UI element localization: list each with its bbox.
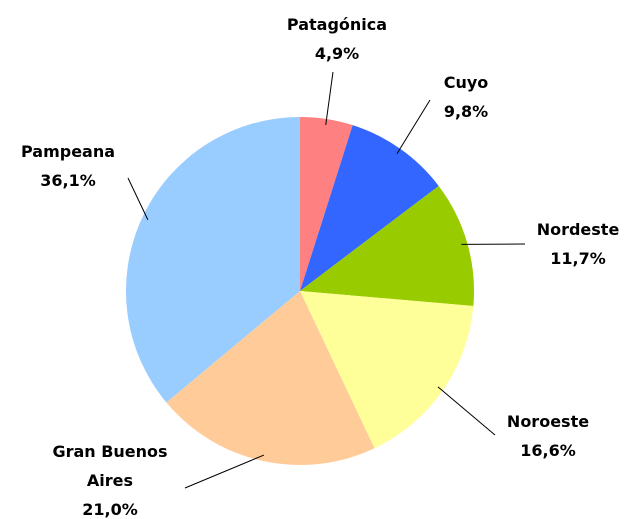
slice-name: Pampeana xyxy=(20,142,116,161)
leader-line xyxy=(184,454,265,489)
pie-slice xyxy=(300,291,474,449)
pie-slice xyxy=(126,117,300,403)
slice-name: Cuyo xyxy=(443,73,489,92)
slice-label: Nordeste 11,7% xyxy=(508,215,629,273)
slice-value: 16,6% xyxy=(520,441,576,460)
slice-value: 9,8% xyxy=(443,102,489,121)
slice-value: 21,0% xyxy=(82,500,138,519)
leader-line xyxy=(437,386,496,436)
slice-label: Noroeste 16,6% xyxy=(478,407,618,465)
slice-value: 11,7% xyxy=(550,249,606,268)
slice-value: 4,9% xyxy=(314,44,360,63)
pie-slice xyxy=(166,291,375,465)
slice-label: Cuyo 9,8% xyxy=(396,68,536,126)
slice-label: Patagónica 4,9% xyxy=(267,10,407,68)
slice-label: Pampeana 36,1% xyxy=(0,137,138,195)
leader-line xyxy=(127,177,149,220)
leader-line xyxy=(396,99,431,155)
leader-line xyxy=(325,71,334,126)
pie-slice xyxy=(300,125,439,292)
pie-slice xyxy=(300,117,353,291)
slice-name: Noroeste xyxy=(506,412,590,431)
slice-name: Patagónica xyxy=(286,15,388,34)
slice-label: Gran Buenos Aires 21,0% xyxy=(40,437,180,519)
slice-value: 36,1% xyxy=(40,171,96,190)
slice-name: Gran Buenos Aires xyxy=(52,442,168,490)
slice-name: Nordeste xyxy=(536,220,620,239)
pie-slice xyxy=(300,185,474,306)
